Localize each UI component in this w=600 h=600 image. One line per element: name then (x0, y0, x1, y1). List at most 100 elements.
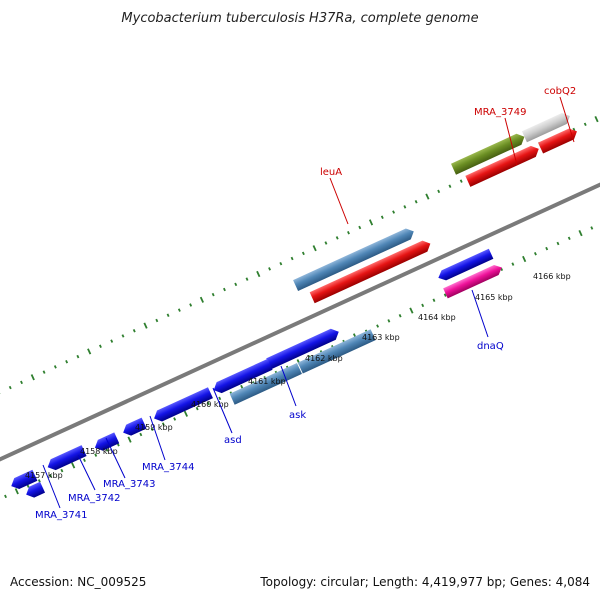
inner-ring-minor-tick (590, 226, 594, 230)
inner-ring-minor-tick (4, 494, 7, 499)
gene-leftedge-feature[interactable] (9, 469, 38, 492)
outer-ring-minor-tick (121, 334, 125, 338)
outer-ring-minor-tick (403, 205, 407, 209)
kbp-label-4163: 4163 kbp (362, 333, 400, 342)
outer-ring-major-tick (256, 270, 261, 278)
outer-ring-minor-tick (414, 199, 418, 204)
gene-cobQ2-red-feature[interactable] (538, 126, 579, 154)
gene-ask-blue-feature[interactable] (266, 326, 341, 370)
kbp-label-4160: 4160 kbp (191, 400, 229, 409)
gene-mra3749-feature[interactable] (450, 131, 527, 175)
inner-ring-minor-tick (511, 262, 515, 266)
gene-cobQ2-feature[interactable] (521, 110, 572, 143)
gene-ask-feature[interactable] (297, 329, 376, 374)
inner-ring-minor-tick (161, 422, 165, 426)
leader-mra3743 (105, 437, 126, 479)
inner-ring-minor-tick (376, 324, 380, 328)
kbp-label-4158: 4158 kbp (80, 447, 118, 456)
outer-ring-minor-tick (392, 210, 396, 214)
kbp-label-4157: 4157 kbp (25, 471, 63, 480)
outer-ring-minor-tick (279, 261, 283, 266)
inner-ring-major-tick (578, 230, 583, 237)
outer-ring-minor-tick (166, 313, 170, 318)
inner-ring-major-tick (71, 462, 76, 469)
kbp-scale: 4157 kbp 4158 kbp 4159 kbp 4160 kbp 4161… (25, 272, 571, 480)
outer-ring-minor-tick (99, 344, 102, 349)
gene-leader-lines (42, 96, 575, 509)
gene-leftedge-lower-feature[interactable] (24, 481, 46, 500)
inner-ring-major-tick (14, 488, 19, 495)
outer-ring-major-tick (143, 322, 148, 329)
outer-ring-minor-tick (448, 184, 452, 188)
inner-ring-minor-tick (195, 406, 199, 411)
gene-label-asd: asd (224, 435, 242, 446)
gene-label-mra3743: MRA_3743 (103, 479, 155, 490)
leader-ask (280, 365, 297, 407)
leader-asd (212, 387, 233, 434)
gene-mra3744-feature[interactable] (152, 387, 213, 424)
gene-dnaQ-blue-feature[interactable] (436, 248, 494, 283)
outer-ring-minor-tick (583, 122, 587, 127)
inner-ring-major-tick (127, 436, 132, 443)
outer-ring-minor-tick (42, 370, 46, 374)
gene-leuA-feature[interactable] (293, 226, 416, 291)
accession-text: Accession: NC_009525 (10, 575, 146, 589)
outer-ring-major-tick (87, 348, 92, 355)
gene-mra3742-feature[interactable] (92, 432, 120, 453)
outer-ring-minor-tick (380, 215, 384, 219)
genome-summary-text: Topology: circular; Length: 4,419,977 bp… (259, 575, 590, 589)
gene-label-dnaQ: dnaQ (477, 341, 504, 352)
kbp-label-4164: 4164 kbp (418, 313, 456, 322)
gene-dnaQ-feature[interactable] (443, 263, 504, 299)
leader-mra3741 (42, 464, 61, 509)
inner-ring-minor-tick (173, 417, 177, 421)
gene-asd-blue-feature[interactable] (211, 358, 273, 396)
inner-ring-minor-tick (545, 246, 549, 251)
inner-ring-minor-tick (49, 474, 53, 478)
outer-ring-major-tick (368, 219, 374, 226)
outer-ring-minor-tick (347, 230, 350, 235)
inner-ring-minor-tick (421, 303, 425, 308)
outer-ring-major-tick (594, 116, 599, 123)
gene-label-mra3749: MRA_3749 (474, 107, 526, 118)
gene-labels: leuA MRA_3749 cobQ2 dnaQ ask asd MRA_374… (35, 86, 576, 521)
outer-ring-minor-tick (324, 241, 328, 245)
outer-ring-minor-tick (132, 329, 136, 333)
gene-label-mra3744: MRA_3744 (142, 462, 194, 473)
inner-ring-minor-tick (218, 396, 222, 401)
inner-ring-minor-tick (387, 319, 391, 323)
inner-ring-minor-tick (443, 293, 447, 297)
outer-ring-minor-tick (437, 189, 441, 194)
outer-ring-minor-tick (223, 287, 226, 292)
gene-mra3749-red-feature[interactable] (465, 143, 541, 187)
outer-ring-minor-tick (177, 308, 181, 312)
inner-ring-minor-tick (398, 314, 402, 318)
outer-ring-minor-tick (301, 251, 305, 256)
outer-ring-major-tick (199, 296, 204, 303)
inner-ring-major-tick (183, 410, 188, 417)
inner-ring-minor-tick (432, 298, 436, 302)
gene-mra3743-feature[interactable] (121, 417, 147, 438)
outer-ring-minor-tick (76, 354, 80, 359)
kbp-label-4161: 4161 kbp (248, 377, 286, 386)
outer-ring-minor-tick (110, 339, 114, 343)
gene-mra3741-feature[interactable] (45, 445, 87, 473)
genome-backbone (0, 158, 600, 479)
outer-ring-minor-tick (245, 277, 249, 281)
gene-label-mra3742: MRA_3742 (68, 493, 120, 504)
outer-ring-minor-tick (290, 256, 294, 261)
outer-ring-minor-tick (234, 282, 238, 287)
gene-leuA-red-feature[interactable] (309, 238, 433, 304)
gene-label-ask: ask (289, 410, 306, 421)
outer-ring-minor-tick (335, 236, 339, 240)
kbp-label-4162: 4162 kbp (305, 354, 343, 363)
outer-ring-minor-tick (268, 267, 272, 271)
leader-mra3742 (77, 454, 96, 491)
inner-ring-major-tick (522, 255, 527, 263)
inner-ring-minor-tick (94, 453, 98, 457)
inner-ring-minor-tick (567, 236, 571, 241)
outer-ring-major-tick (312, 245, 317, 252)
leader-dnaQ (471, 289, 489, 338)
outer-ring-major-tick (425, 193, 430, 200)
